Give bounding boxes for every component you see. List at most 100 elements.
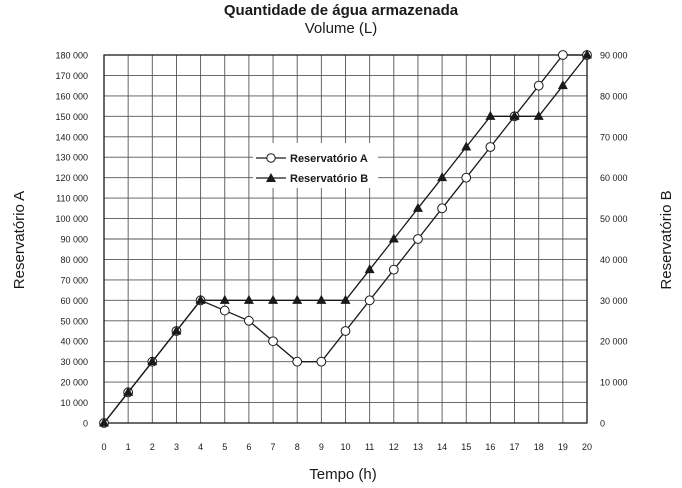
chart-subtitle: Volume (L) [304,20,378,37]
data-point [171,325,182,335]
right-tick-label: 70 000 [600,132,628,142]
left-tick-label: 70 000 [60,275,88,285]
right-tick-label: 40 000 [600,255,628,265]
data-point [123,386,134,396]
legend-label-b: Reservatório B [290,173,368,185]
x-axis-label: Tempo (h) [309,466,377,483]
grid-lines [103,54,588,424]
data-point [364,295,375,306]
left-tick-label: 80 000 [60,255,88,265]
data-point [533,110,544,120]
data-point [244,315,254,326]
data-point [509,110,520,120]
right-tick-label: 30 000 [600,296,628,306]
data-point [412,202,423,212]
x-tick-label: 15 [461,442,471,452]
left-tick-label: 160 000 [55,91,88,101]
left-tick-label: 130 000 [55,153,88,163]
series-b [99,49,592,427]
left-tick-label: 90 000 [60,235,88,245]
left-tick-label: 10 000 [60,398,88,408]
x-tick-label: 3 [174,442,179,452]
left-tick-label: 60 000 [60,296,88,306]
data-point [219,305,230,316]
data-point [388,264,399,275]
data-point [582,49,592,59]
data-point [195,294,206,304]
left-tick-label: 110 000 [56,194,88,204]
x-tick-label: 10 [340,442,350,452]
x-tick-label: 14 [437,442,447,452]
left-tick-label: 100 000 [55,214,88,224]
legend-marker-b [266,173,276,182]
x-tick-label: 4 [198,442,203,452]
x-tick-label: 11 [365,442,374,452]
x-tick-label: 9 [319,442,324,452]
data-point [437,172,448,182]
x-tick-label: 6 [246,442,251,452]
left-tick-label: 0 [83,419,88,429]
data-point [147,356,158,366]
left-tick-label: 140 000 [55,132,88,142]
x-tick-label: 5 [222,442,227,452]
data-point [243,294,254,304]
right-axis-ticks: 0 10 000 20 000 30 000 40 000 50 000 60 000 70 … [600,51,628,429]
x-tick-label: 16 [485,442,495,452]
data-point [340,294,351,304]
data-point [316,356,327,367]
x-tick-label: 20 [582,442,592,452]
right-tick-label: 0 [600,419,605,429]
x-axis-ticks: 0 1 2 3 4 5 6 7 8 9 10 11 12 13 14 15 16 17 18 19 20 [101,442,592,452]
y-axis-label-left: Reservatório A [11,191,28,289]
chart-title: Quantidade de água armazenada [223,2,459,19]
x-tick-label: 13 [413,442,423,452]
data-point [388,233,399,243]
data-point [557,50,568,60]
data-point [533,80,544,91]
right-tick-label: 50 000 [600,214,628,224]
data-point [316,294,327,304]
left-tick-label: 40 000 [60,337,88,347]
data-point [461,141,472,151]
data-point [219,294,230,304]
left-tick-label: 180 000 [55,51,88,61]
data-point [485,142,496,152]
x-tick-label: 2 [150,442,155,452]
x-tick-label: 12 [389,442,399,452]
x-tick-label: 7 [271,442,276,452]
left-tick-label: 150 000 [55,112,88,122]
data-point [340,326,351,336]
y-axis-label-right: Reservatório B [658,190,675,289]
data-point [99,417,109,427]
x-tick-label: 19 [558,442,568,452]
right-tick-label: 90 000 [600,51,628,61]
right-tick-label: 20 000 [600,337,628,347]
left-tick-label: 50 000 [60,316,88,326]
data-point [437,203,448,214]
legend-marker-a [266,153,276,163]
left-tick-label: 20 000 [60,378,88,388]
right-tick-label: 80 000 [600,91,628,101]
data-point [268,294,279,304]
data-point [268,336,278,347]
data-point [485,110,496,120]
left-tick-label: 170 000 [55,71,88,81]
series-layer [99,49,592,428]
data-point [292,356,303,367]
x-tick-label: 1 [126,442,131,452]
data-point [461,172,472,183]
legend-label-a: Reservatório A [290,153,368,165]
x-tick-label: 8 [295,442,300,452]
left-axis-ticks: 0 10 000 20 000 30 000 40 000 50 000 60 000 70 … [55,51,88,429]
plot-frame [103,54,588,424]
left-tick-label: 120 000 [55,173,88,183]
data-point [364,264,375,274]
x-tick-label: 17 [510,442,520,452]
data-point [292,294,303,304]
plot-border [103,54,588,424]
data-point [413,234,423,244]
right-tick-label: 60 000 [600,173,628,183]
x-tick-label: 0 [101,442,106,452]
left-tick-label: 30 000 [60,357,88,367]
